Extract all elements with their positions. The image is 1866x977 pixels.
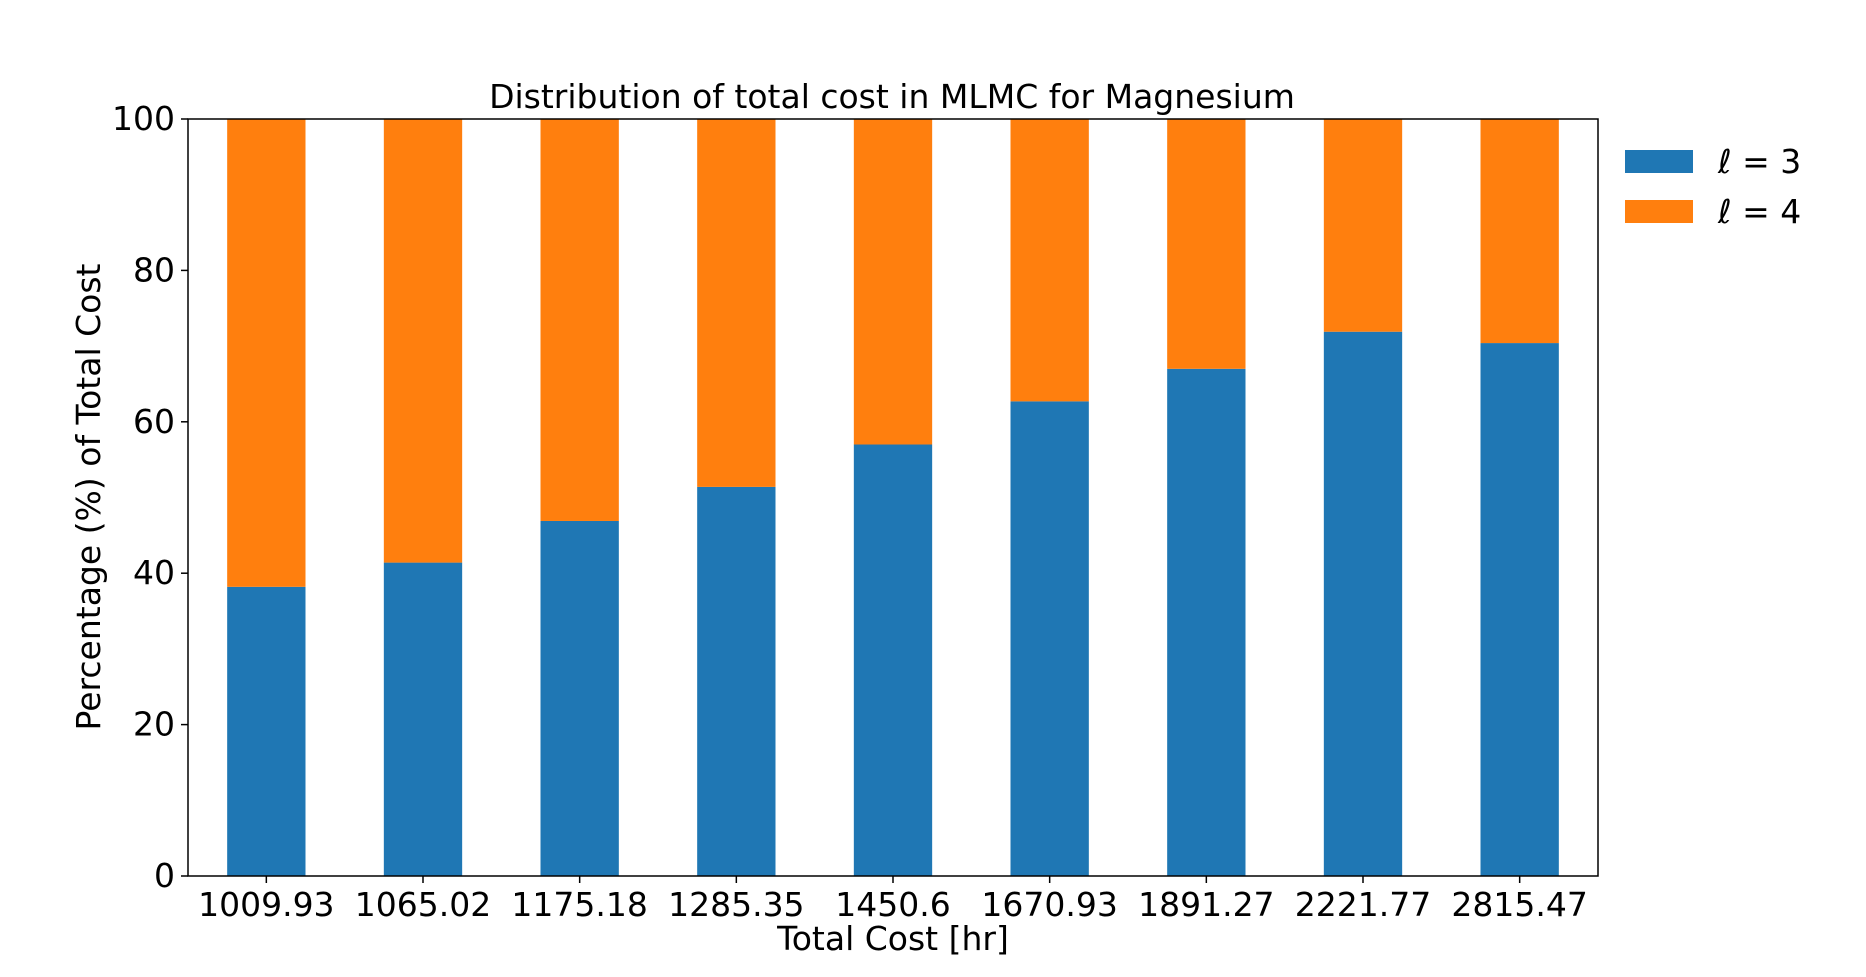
bar-series-2-2815.47 [1480, 119, 1559, 344]
x-tick-label: 2815.47 [1451, 885, 1587, 924]
bar-series-2-1891.27 [1167, 119, 1246, 369]
y-axis-label: Percentage (%) of Total Cost [69, 263, 108, 730]
bar-series-2-1670.93 [1010, 119, 1089, 402]
legend-swatch-1 [1625, 150, 1693, 173]
bar-series-2-1065.02 [383, 119, 463, 563]
x-tick-label: 2221.77 [1295, 885, 1431, 924]
x-tick-label: 1891.27 [1138, 885, 1274, 924]
legend-label-2: ℓ = 4 [1717, 192, 1801, 231]
y-tick-label: 80 [133, 250, 175, 289]
bar-series-2-2221.77 [1323, 119, 1403, 332]
y-axis: 0 20 40 60 80 100 [112, 99, 188, 895]
x-axis: 1009.93 1065.02 1175.18 1285.35 1450.6 1670.9… [198, 876, 1588, 924]
x-tick-label: 1009.93 [198, 885, 334, 924]
y-tick-label: 20 [133, 705, 175, 744]
bar-series-1-2815.47 [1480, 343, 1559, 876]
legend-label-1: ℓ = 3 [1717, 142, 1801, 181]
x-tick-label: 1450.6 [835, 885, 950, 924]
y-tick-label: 0 [154, 856, 175, 895]
bar-series-1-1891.27 [1167, 368, 1246, 876]
bar-series-2-1009.93 [227, 119, 306, 587]
x-tick-label: 1175.18 [511, 885, 647, 924]
bar-series-1-1285.35 [697, 486, 776, 876]
x-axis-label: Total Cost [hr] [776, 919, 1009, 958]
bar-series-1-1175.18 [540, 520, 619, 876]
bar-series-1-1065.02 [383, 562, 463, 876]
chart-title: Distribution of total cost in MLMC for M… [489, 77, 1295, 116]
bar-series-1-1450.6 [853, 444, 933, 876]
y-tick-label: 40 [133, 553, 175, 592]
bar-series-1-2221.77 [1323, 331, 1403, 877]
bar-series-2-1450.6 [853, 119, 933, 445]
x-tick-label: 1670.93 [981, 885, 1117, 924]
bar-series-1-1670.93 [1010, 401, 1089, 876]
x-tick-label: 1285.35 [668, 885, 804, 924]
x-tick-label: 1065.02 [355, 885, 491, 924]
y-tick-label: 100 [112, 99, 175, 138]
y-tick-label: 60 [133, 402, 175, 441]
legend: ℓ = 3 ℓ = 4 [1625, 142, 1801, 231]
bar-series-2-1175.18 [540, 119, 619, 521]
bar-series-1-1009.93 [227, 586, 306, 876]
bar-series-2-1285.35 [697, 119, 776, 487]
legend-swatch-2 [1625, 200, 1693, 223]
plot-area [227, 119, 1559, 877]
